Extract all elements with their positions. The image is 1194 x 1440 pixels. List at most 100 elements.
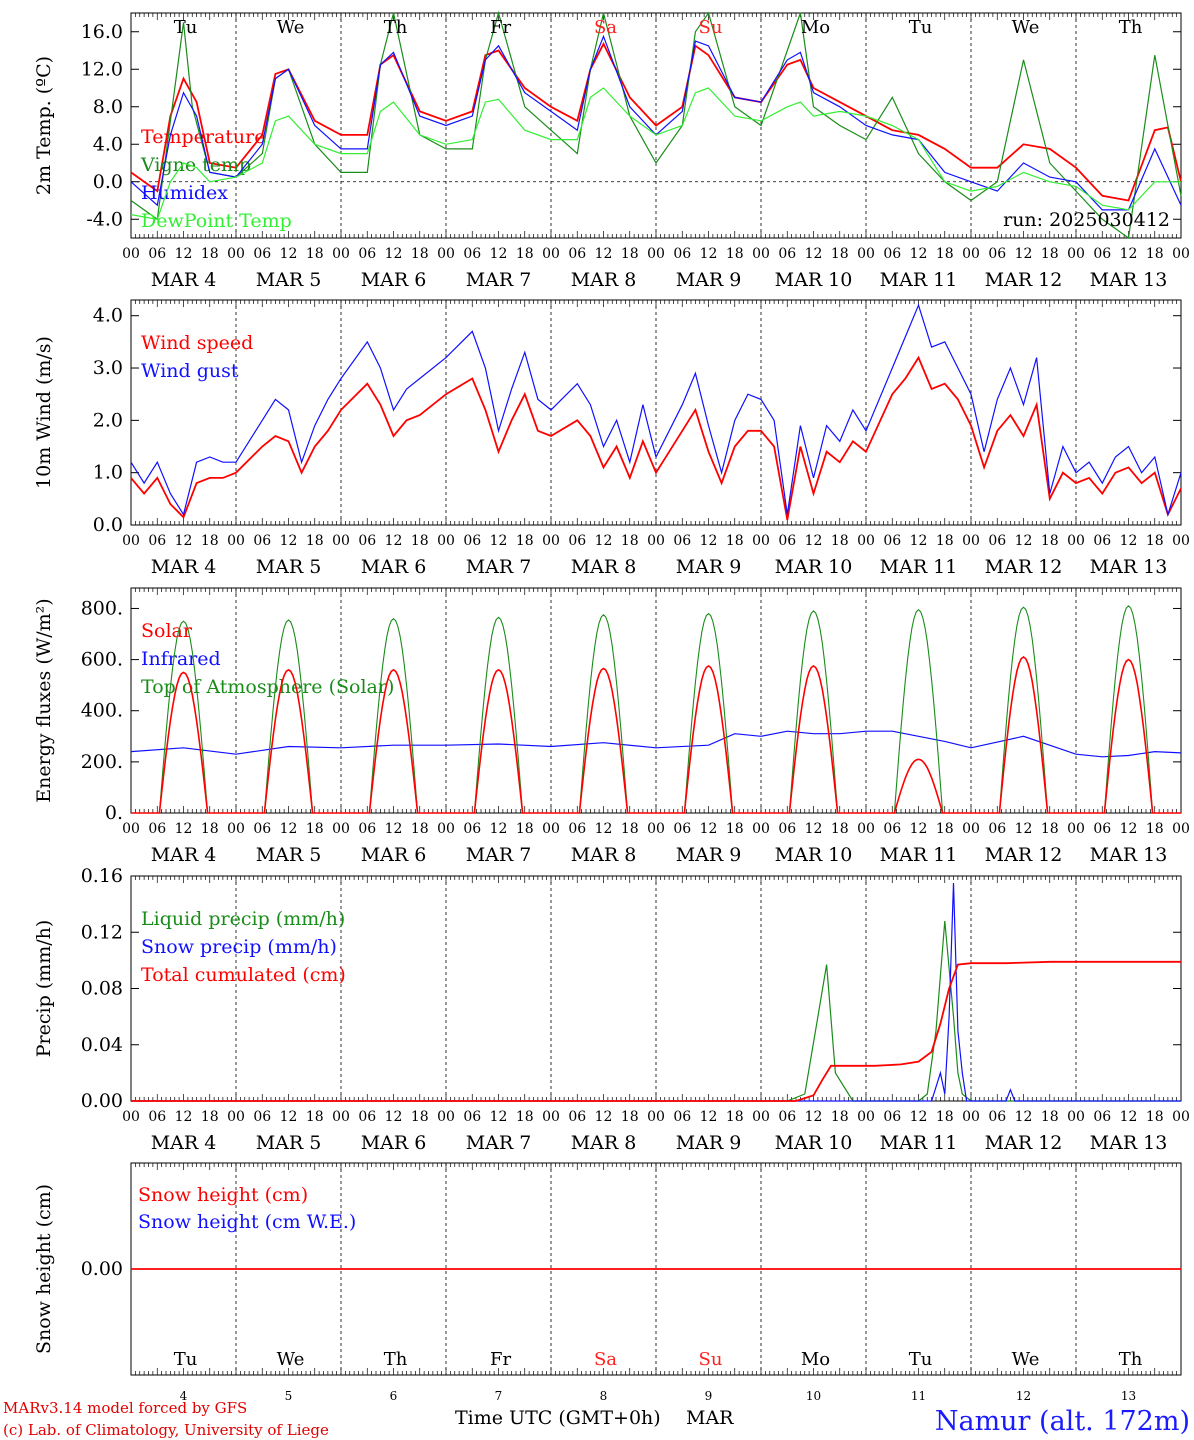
hour-tick-label: 18 bbox=[936, 1109, 954, 1125]
day-number: 9 bbox=[705, 1389, 713, 1403]
day-number: 12 bbox=[1016, 1389, 1031, 1403]
date-label: MAR 7 bbox=[466, 556, 532, 578]
x-axis-title: Time UTC (GMT+0h) bbox=[455, 1407, 661, 1429]
date-label: MAR 6 bbox=[361, 269, 427, 291]
hour-tick-label: 12 bbox=[805, 1109, 823, 1125]
y-axis-label: Snow height (cm) bbox=[33, 1184, 55, 1354]
hour-tick-label: 06 bbox=[358, 533, 376, 549]
day-name-bottom: Tu bbox=[909, 1349, 933, 1370]
hour-tick-label: 06 bbox=[778, 246, 796, 262]
y-tick-label: 16.0 bbox=[81, 21, 123, 43]
hour-tick-label: 18 bbox=[516, 533, 534, 549]
hour-tick-label: 18 bbox=[1041, 246, 1059, 262]
hour-tick-label: 00 bbox=[857, 533, 875, 549]
date-label: MAR 11 bbox=[880, 844, 958, 866]
day-name-bottom: Sa bbox=[594, 1349, 617, 1370]
hour-tick-label: 00 bbox=[542, 533, 560, 549]
hour-tick-label: 00 bbox=[752, 533, 770, 549]
hour-tick-label: 06 bbox=[988, 533, 1006, 549]
date-label: MAR 11 bbox=[880, 556, 958, 578]
x-axis-month: MAR bbox=[686, 1407, 734, 1429]
hour-tick-label: 12 bbox=[175, 246, 193, 262]
hour-tick-label: 12 bbox=[700, 821, 718, 837]
hour-tick-label: 18 bbox=[1041, 533, 1059, 549]
series-line bbox=[130, 87, 1181, 220]
hour-tick-label: 00 bbox=[437, 1109, 455, 1125]
hour-tick-label: 06 bbox=[358, 246, 376, 262]
hour-tick-label: 12 bbox=[1015, 1109, 1033, 1125]
date-label: MAR 4 bbox=[151, 1132, 217, 1154]
date-label: MAR 10 bbox=[775, 844, 853, 866]
hour-tick-label: 18 bbox=[831, 821, 849, 837]
day-name-bottom: Su bbox=[699, 1349, 723, 1370]
y-tick-label: 600. bbox=[81, 649, 123, 671]
hour-tick-label: 12 bbox=[1120, 1109, 1138, 1125]
hour-tick-label: 00 bbox=[122, 533, 140, 549]
date-label: MAR 4 bbox=[151, 844, 217, 866]
hour-tick-label: 12 bbox=[490, 1109, 508, 1125]
hour-tick-label: 12 bbox=[175, 821, 193, 837]
y-tick-label: 8.0 bbox=[93, 96, 123, 118]
hour-tick-label: 00 bbox=[332, 1109, 350, 1125]
hour-tick-label: 12 bbox=[1015, 246, 1033, 262]
plot-frame bbox=[130, 299, 1182, 526]
hour-tick-label: 06 bbox=[463, 821, 481, 837]
hour-tick-label: 12 bbox=[490, 821, 508, 837]
day-number: 7 bbox=[495, 1389, 503, 1403]
hour-tick-label: 12 bbox=[700, 1109, 718, 1125]
legend-entry: Top of Atmosphere (Solar) bbox=[141, 676, 394, 698]
hour-tick-label: 00 bbox=[122, 1109, 140, 1125]
hour-tick-label: 00 bbox=[1067, 246, 1085, 262]
hour-tick-label: 06 bbox=[778, 1109, 796, 1125]
legend-entry: Snow height (cm) bbox=[138, 1184, 308, 1206]
hour-tick-label: 12 bbox=[595, 246, 613, 262]
legend-entry: Liquid precip (mm/h) bbox=[141, 908, 345, 930]
date-label: MAR 7 bbox=[466, 1132, 532, 1154]
panel-3: 0. 200. 400. 600. 800. Energy fluxes (W/m²) 00… bbox=[33, 587, 1190, 866]
hour-tick-label: 00 bbox=[647, 821, 665, 837]
hour-tick-label: 00 bbox=[1067, 1109, 1085, 1125]
hour-tick-label: 12 bbox=[805, 821, 823, 837]
date-label: MAR 8 bbox=[571, 269, 637, 291]
panel-1: -4.0 0.0 4.0 8.0 12.0 16.0 2m Temp. (ºC) 00 06 12… bbox=[33, 10, 1190, 291]
hour-tick-label: 06 bbox=[883, 533, 901, 549]
date-label: MAR 12 bbox=[985, 556, 1063, 578]
day-name-bottom: Mo bbox=[801, 1349, 830, 1370]
date-label: MAR 9 bbox=[676, 269, 742, 291]
hour-tick-label: 06 bbox=[463, 246, 481, 262]
hour-tick-label: 12 bbox=[595, 821, 613, 837]
date-label: MAR 12 bbox=[985, 1132, 1063, 1154]
hour-tick-label: 18 bbox=[726, 1109, 744, 1125]
hour-tick-label: 18 bbox=[1041, 821, 1059, 837]
hour-tick-label: 00 bbox=[332, 821, 350, 837]
date-label: MAR 6 bbox=[361, 844, 427, 866]
plot-frame bbox=[130, 587, 1182, 814]
hour-tick-label: 00 bbox=[227, 821, 245, 837]
y-tick-label: 0.04 bbox=[81, 1034, 123, 1056]
hour-tick-label: 18 bbox=[201, 1109, 219, 1125]
hour-tick-label: 18 bbox=[411, 821, 429, 837]
hour-tick-label: 06 bbox=[673, 1109, 691, 1125]
hour-tick-label: 06 bbox=[568, 1109, 586, 1125]
hour-tick-label: 18 bbox=[306, 246, 324, 262]
panel-4: 0.00 0.04 0.08 0.12 0.16 Precip (mm/h) 00 06 12 1… bbox=[33, 865, 1190, 1154]
hour-tick-label: 12 bbox=[1015, 533, 1033, 549]
hour-tick-label: 18 bbox=[516, 821, 534, 837]
date-label: MAR 7 bbox=[466, 269, 532, 291]
hour-tick-label: 00 bbox=[857, 1109, 875, 1125]
hour-tick-label: 00 bbox=[962, 246, 980, 262]
y-axis-label: 10m Wind (m/s) bbox=[33, 336, 55, 489]
date-label: MAR 5 bbox=[256, 269, 322, 291]
hour-tick-label: 06 bbox=[1093, 1109, 1111, 1125]
hour-tick-label: 18 bbox=[621, 246, 639, 262]
legend-entry: Temperature bbox=[141, 126, 265, 148]
hour-tick-label: 00 bbox=[332, 533, 350, 549]
hour-tick-label: 18 bbox=[411, 533, 429, 549]
y-tick-label: 800. bbox=[81, 597, 123, 619]
hour-tick-label: 06 bbox=[883, 246, 901, 262]
hour-tick-label: 00 bbox=[542, 1109, 560, 1125]
hour-tick-label: 12 bbox=[385, 246, 403, 262]
day-name-bottom: Th bbox=[1119, 1349, 1143, 1370]
day-name-top: Sa bbox=[594, 17, 617, 38]
